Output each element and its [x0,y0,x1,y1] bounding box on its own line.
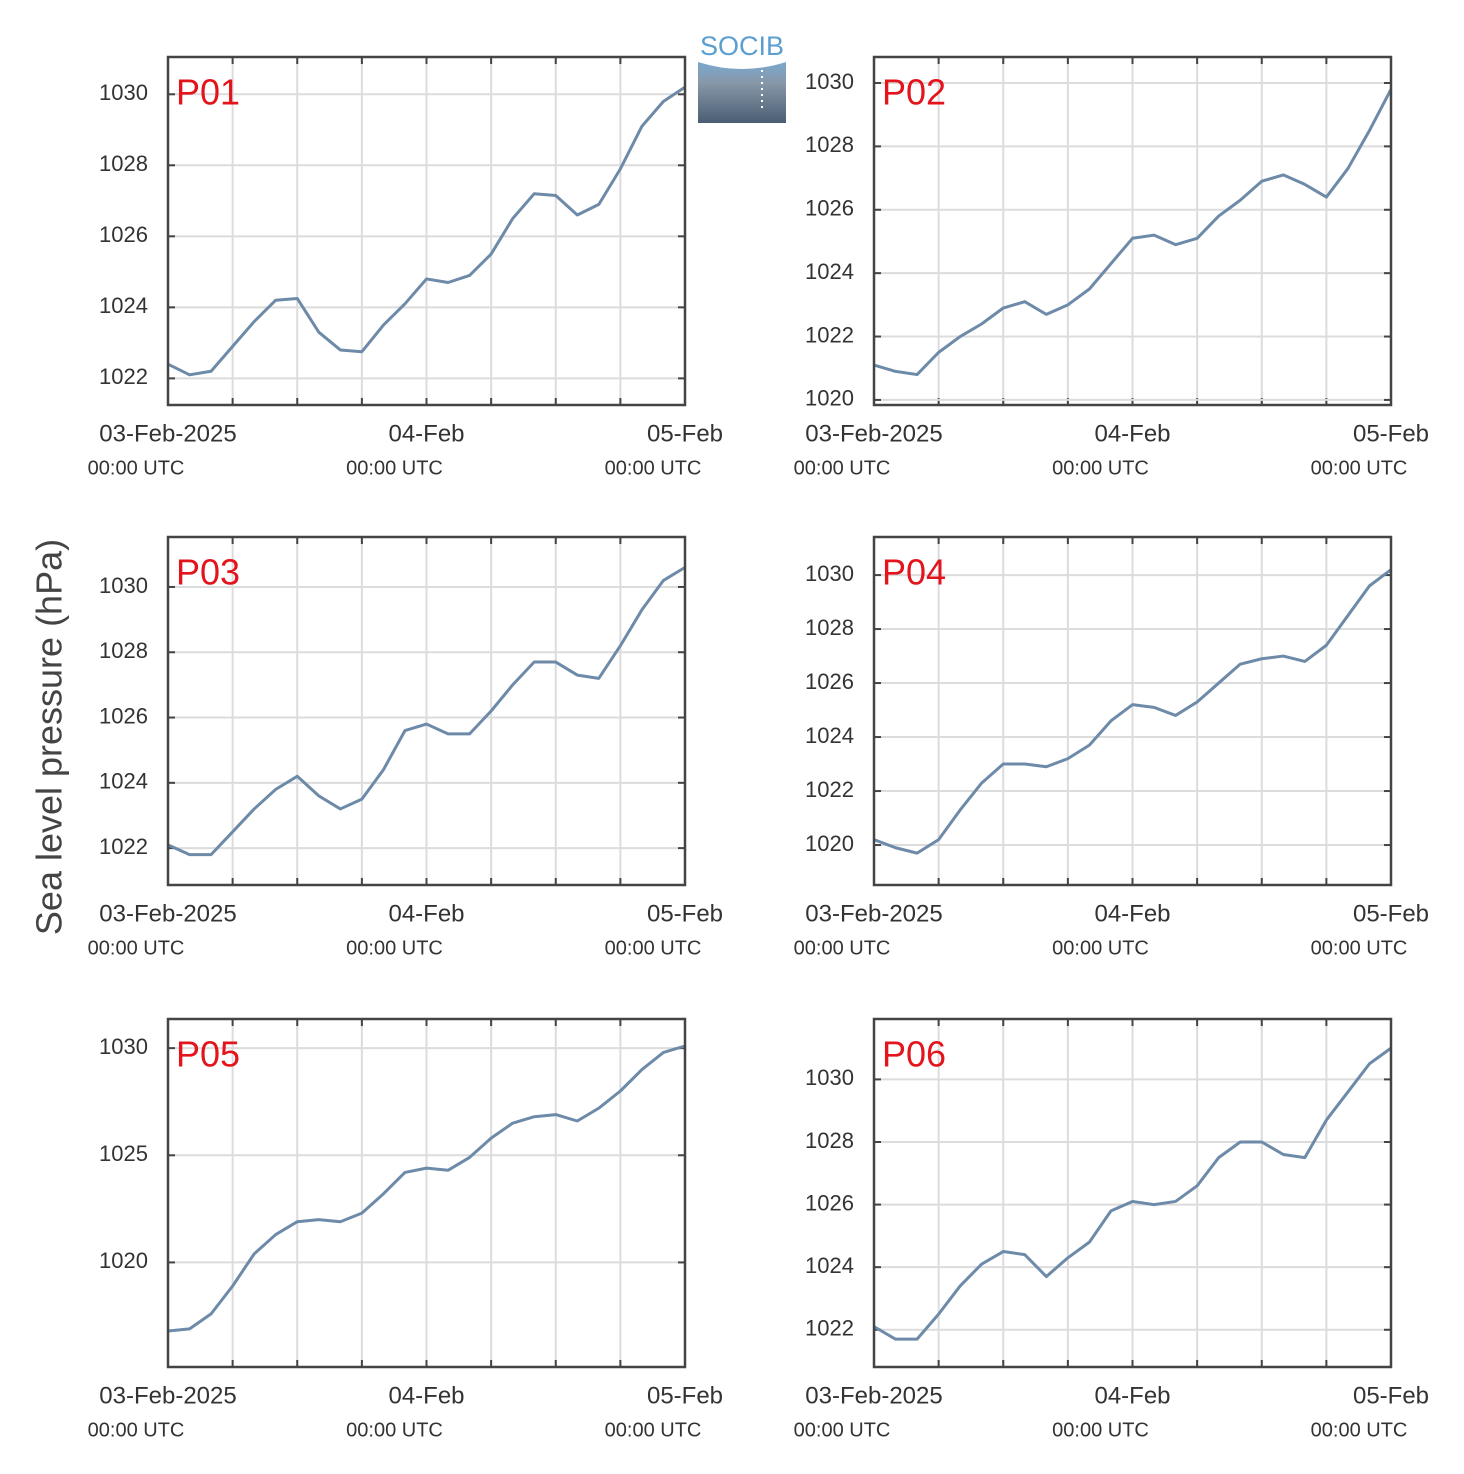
x-tick-label: 04-Feb [388,1382,464,1409]
panel-title: P04 [882,552,946,593]
x-tick-sublabel: 00:00 UTC [346,457,443,479]
logo: SOCIB [698,31,786,123]
y-tick-label: 1026 [805,669,854,694]
panel: 1022 1024 1026 1028 1030 03-Feb-2025 00:00 UTC… [88,55,723,479]
y-tick-label: 1026 [99,222,148,247]
data-line [167,1044,686,1333]
y-tick-label: 1026 [805,1190,854,1215]
x-tick-label: 04-Feb [1094,900,1170,927]
data-line [873,1046,1392,1341]
x-tick-label: 04-Feb [1094,420,1170,447]
x-tick-sublabel: 00:00 UTC [1311,457,1408,479]
panel: 1020 1022 1024 1026 1028 1030 03-Feb-2025 00:00… [794,535,1429,959]
panel-title: P02 [882,72,946,113]
x-tick-sublabel: 00:00 UTC [605,457,702,479]
x-tick-sublabel: 00:00 UTC [88,1419,185,1441]
y-tick-label: 1030 [805,1065,854,1090]
y-tick-label: 1020 [805,386,854,411]
x-tick-sublabel: 00:00 UTC [605,937,702,959]
panel: 1020 1025 1030 03-Feb-2025 00:00 UTC 04-Feb 00… [88,1017,723,1441]
x-tick-sublabel: 00:00 UTC [1311,1419,1408,1441]
y-tick-label: 1024 [99,769,148,794]
x-tick-label: 05-Feb [1353,420,1429,447]
x-tick-label: 03-Feb-2025 [805,420,942,447]
panel: 1022 1024 1026 1028 1030 03-Feb-2025 00:00 UTC… [88,535,723,959]
y-tick-label: 1024 [805,723,854,748]
logo-shape [698,62,786,123]
logo-text: SOCIB [700,31,784,61]
plot-frame [872,1017,1393,1369]
y-tick-label: 1024 [99,293,148,318]
x-tick-label: 03-Feb-2025 [805,900,942,927]
data-line [167,85,686,377]
x-tick-label: 03-Feb-2025 [99,900,236,927]
plot-frame [166,1017,687,1369]
y-tick-label: 1020 [805,831,854,856]
panel-title: P06 [882,1034,946,1075]
y-tick-label: 1026 [805,196,854,221]
y-tick-label: 1028 [99,638,148,663]
panel-title: P03 [176,552,240,593]
y-tick-label: 1030 [99,80,148,105]
y-tick-label: 1026 [99,703,148,728]
y-tick-label: 1022 [805,1316,854,1341]
x-tick-sublabel: 00:00 UTC [1311,937,1408,959]
x-tick-sublabel: 00:00 UTC [794,1419,891,1441]
y-tick-label: 1022 [805,777,854,802]
plot-frame [166,55,687,407]
x-tick-label: 05-Feb [647,420,723,447]
panel-title: P01 [176,72,240,113]
x-tick-label: 05-Feb [647,900,723,927]
y-tick-label: 1025 [99,1141,148,1166]
x-tick-sublabel: 00:00 UTC [1052,937,1149,959]
y-tick-label: 1030 [805,561,854,586]
y-tick-label: 1028 [99,151,148,176]
y-tick-label: 1022 [99,834,148,859]
y-tick-label: 1028 [805,132,854,157]
panel: 1020 1022 1024 1026 1028 1030 03-Feb-2025 00:00… [794,55,1429,479]
y-tick-label: 1028 [805,1128,854,1153]
data-line [873,88,1393,377]
x-tick-sublabel: 00:00 UTC [794,937,891,959]
x-tick-sublabel: 00:00 UTC [605,1419,702,1441]
x-tick-sublabel: 00:00 UTC [1052,457,1149,479]
y-tick-label: 1030 [99,573,148,598]
x-tick-sublabel: 00:00 UTC [1052,1419,1149,1441]
x-tick-label: 04-Feb [388,420,464,447]
x-tick-sublabel: 00:00 UTC [88,457,185,479]
y-tick-label: 1022 [805,322,854,347]
x-tick-label: 04-Feb [1094,1382,1170,1409]
y-tick-label: 1028 [805,615,854,640]
x-tick-sublabel: 00:00 UTC [794,457,891,479]
x-tick-sublabel: 00:00 UTC [346,937,443,959]
plot-frame [872,535,1393,887]
x-tick-label: 05-Feb [1353,1382,1429,1409]
y-tick-label: 1024 [805,259,854,284]
x-tick-label: 04-Feb [388,900,464,927]
x-tick-label: 05-Feb [1353,900,1429,927]
y-tick-label: 1024 [805,1253,854,1278]
data-line [167,566,686,857]
data-line [873,568,1392,855]
plot-frame [872,55,1393,407]
x-tick-label: 03-Feb-2025 [99,420,236,447]
y-axis-label: Sea level pressure (hPa) [29,539,70,935]
y-tick-label: 1030 [99,1034,148,1059]
y-tick-label: 1020 [99,1248,148,1273]
panel: 1022 1024 1026 1028 1030 03-Feb-2025 00:00 UTC… [794,1017,1429,1441]
y-tick-label: 1022 [99,364,148,389]
x-tick-label: 03-Feb-2025 [99,1382,236,1409]
plot-frame [166,535,687,887]
x-tick-label: 05-Feb [647,1382,723,1409]
y-tick-label: 1030 [805,69,854,94]
x-tick-label: 03-Feb-2025 [805,1382,942,1409]
panel-title: P05 [176,1034,240,1075]
x-tick-sublabel: 00:00 UTC [88,937,185,959]
x-tick-sublabel: 00:00 UTC [346,1419,443,1441]
